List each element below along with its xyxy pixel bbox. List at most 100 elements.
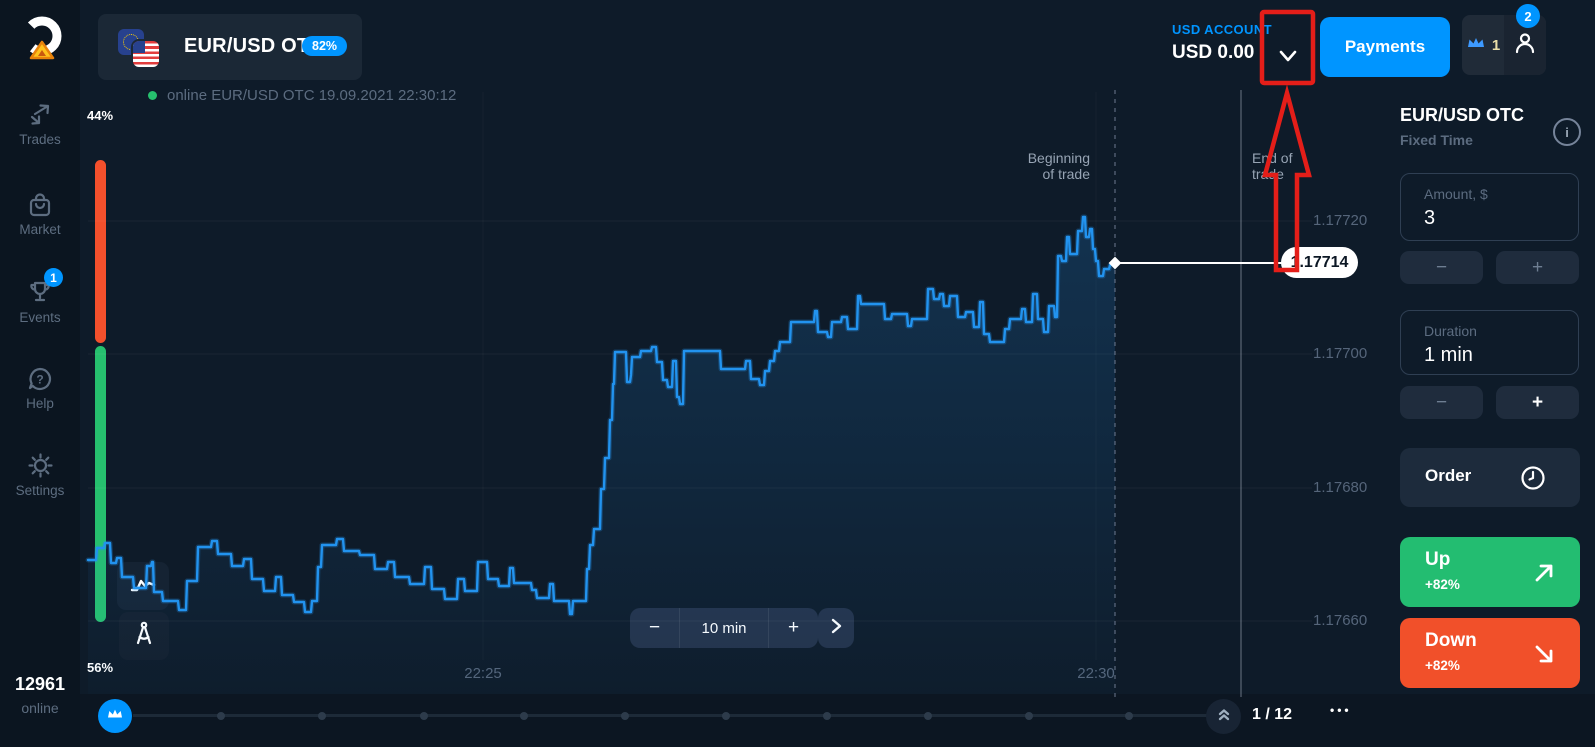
chart-type-button[interactable] — [117, 562, 169, 610]
down-button[interactable]: Down +82% — [1400, 618, 1580, 688]
amount-input[interactable]: Amount, $ 3 — [1400, 173, 1579, 241]
bottom-timeline-bar — [80, 694, 1595, 747]
sidebar-item-label: Market — [19, 222, 61, 237]
y-axis-label: 1.17720 — [1313, 212, 1368, 229]
page-indicator: 1 / 12 — [1252, 706, 1293, 723]
timeframe-value[interactable]: 10 min — [679, 608, 769, 648]
notifications-badge: 2 — [1516, 4, 1540, 28]
timeframe-control: − 10 min + — [630, 608, 818, 648]
duration-decrease-button[interactable]: − — [1400, 386, 1483, 419]
timeline-dot[interactable] — [1125, 712, 1133, 720]
order-label: Order — [1425, 466, 1472, 485]
account-type-label: USD ACCOUNT — [1172, 22, 1272, 37]
timeline-dot[interactable] — [1025, 712, 1033, 720]
sidebar-item-help[interactable]: ? Help — [0, 366, 80, 411]
x-axis-label: 22:25 — [464, 665, 502, 682]
duration-increase-button[interactable]: + — [1496, 386, 1579, 419]
pair-name: EUR/USD OTC — [184, 35, 324, 57]
current-price-dot — [1108, 256, 1122, 270]
timeline-dot[interactable] — [520, 712, 528, 720]
sidebar-item-trades[interactable]: Trades — [0, 102, 80, 147]
timeline-dot[interactable] — [318, 712, 326, 720]
timeline-dot[interactable] — [621, 712, 629, 720]
y-axis-label: 1.17700 — [1313, 345, 1368, 362]
timeframe-increase-button[interactable]: + — [787, 617, 800, 638]
order-button[interactable]: Order — [1400, 448, 1580, 507]
sidebar-item-events[interactable]: 1 Events — [0, 268, 80, 325]
double-chevron-up-icon — [1215, 705, 1233, 728]
sentiment-bar-red — [95, 160, 106, 343]
arrow-up-right-icon — [1535, 564, 1553, 582]
timeline-dot[interactable] — [217, 712, 225, 720]
events-badge: 1 — [44, 268, 63, 287]
duration-value: 1 min — [1424, 344, 1473, 366]
info-icon[interactable]: i — [1553, 118, 1581, 146]
scroll-to-latest-button[interactable] — [818, 608, 854, 648]
online-status-dot — [148, 91, 157, 100]
chevron-right-icon — [827, 617, 845, 640]
timeline-dot[interactable] — [420, 712, 428, 720]
rewards-button[interactable]: 1 — [1462, 15, 1504, 75]
timeframe-decrease-button[interactable]: − — [648, 617, 661, 638]
account-dropdown-chevron-icon[interactable] — [1272, 40, 1304, 72]
svg-text:?: ? — [36, 373, 43, 387]
sidebar-item-label: Help — [26, 396, 54, 411]
sidebar-item-settings[interactable]: Settings — [0, 452, 80, 498]
timeline-track — [133, 714, 1213, 717]
sidebar-item-label: Events — [19, 310, 61, 325]
duration-input[interactable]: Duration 1 min — [1400, 310, 1579, 375]
timeline-dot[interactable] — [823, 712, 831, 720]
rewards-count: 1 — [1491, 36, 1501, 54]
timeline-dot[interactable] — [722, 712, 730, 720]
up-payout: +82% — [1425, 577, 1460, 592]
crown-icon — [106, 707, 124, 726]
duration-label: Duration — [1424, 323, 1477, 339]
status-text: online EUR/USD OTC 19.09.2021 22:30:12 — [167, 87, 457, 104]
sentiment-up-percent: 44% — [87, 108, 114, 123]
y-axis-label: 1.17680 — [1313, 479, 1368, 496]
asset-pair-selector[interactable]: EUR/USD OTC 82% — [98, 14, 362, 80]
payments-button[interactable]: Payments — [1320, 17, 1450, 77]
profile-icon — [1512, 30, 1538, 61]
up-button[interactable]: Up +82% — [1400, 537, 1580, 607]
account-summary[interactable]: USD ACCOUNT USD 0.00 — [1172, 22, 1272, 64]
promo-crown-button[interactable] — [98, 699, 132, 733]
amount-decrease-button[interactable]: − — [1400, 251, 1483, 284]
sparkline-icon — [128, 572, 158, 601]
up-label: Up — [1425, 549, 1451, 570]
sidebar-item-label: Trades — [19, 132, 61, 147]
sidebar-item-label: Settings — [15, 483, 65, 498]
drawing-tools-button[interactable] — [119, 612, 169, 660]
amount-label: Amount, $ — [1424, 186, 1488, 202]
price-line — [86, 215, 1117, 616]
panel-trade-mode: Fixed Time — [1400, 132, 1473, 148]
amount-value: 3 — [1424, 207, 1436, 229]
collapse-timeline-button[interactable] — [1206, 699, 1241, 734]
x-axis-label: 22:30 — [1077, 665, 1115, 682]
connection-status: online EUR/USD OTC 19.09.2021 22:30:12 — [148, 87, 456, 104]
down-payout: +82% — [1425, 658, 1460, 673]
timeline-dot[interactable] — [924, 712, 932, 720]
clock-icon — [1518, 463, 1548, 498]
price-line-glow — [85, 214, 1118, 617]
arrow-down-right-icon — [1535, 645, 1553, 663]
sentiment-down-percent: 56% — [87, 660, 114, 675]
sidebar-item-market[interactable]: Market — [0, 192, 80, 237]
more-options-button[interactable]: ••• — [1330, 703, 1352, 717]
trades-icon — [0, 102, 80, 128]
beginning-of-trade-label: Beginning of trade — [1027, 150, 1090, 182]
online-users-count: 12961 — [14, 674, 66, 694]
sidebar: Trades Market 1 Events — [0, 0, 80, 747]
end-of-trade-label: End of trade — [1252, 150, 1293, 182]
app-logo[interactable] — [18, 12, 66, 64]
crown-icon — [1466, 35, 1486, 56]
events-trophy-icon — [0, 278, 80, 306]
current-price-tag: 1.17714 — [1281, 247, 1358, 278]
amount-increase-button[interactable]: + — [1496, 251, 1579, 284]
usd-flag-icon — [133, 41, 159, 67]
y-axis-label: 1.17660 — [1313, 612, 1368, 629]
payout-badge: 82% — [302, 36, 348, 56]
payments-label: Payments — [1344, 37, 1426, 56]
panel-asset-title: EUR/USD OTC — [1400, 105, 1525, 125]
